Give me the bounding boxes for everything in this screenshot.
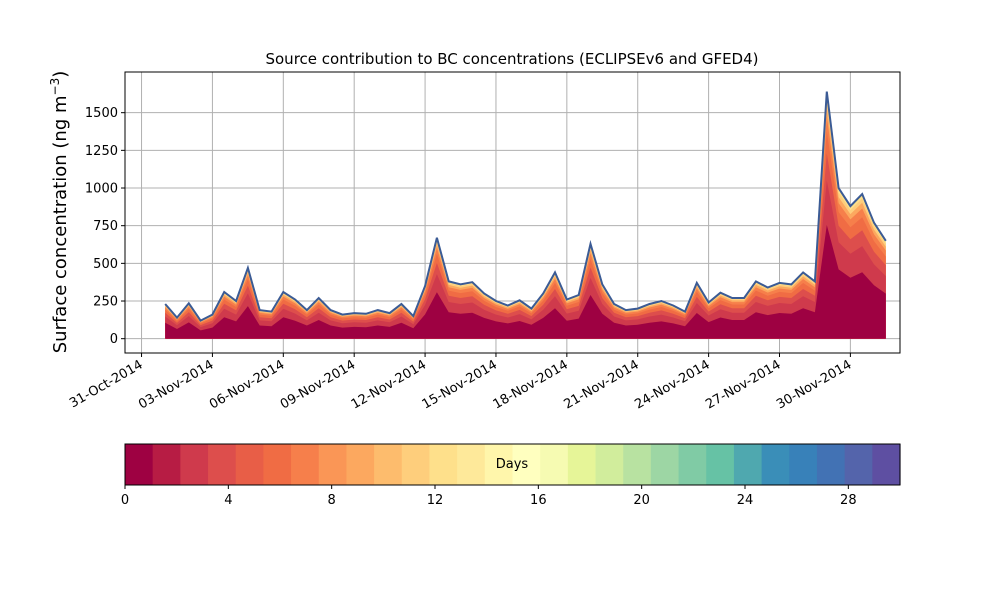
total-line (164, 91, 887, 322)
colorbar-segment (706, 444, 735, 485)
colorbar-tick-label: 24 (737, 493, 754, 508)
x-tick-label: 31-Oct-2014 (67, 357, 145, 411)
colorbar-segment (263, 444, 292, 485)
colorbar-segment (872, 444, 901, 485)
colorbar-label: Days (496, 457, 529, 472)
colorbar-segment (761, 444, 790, 485)
colorbar-tick-label: 28 (840, 493, 857, 508)
colorbar-segment (789, 444, 818, 485)
colorbar-segment (152, 444, 181, 485)
x-tick-label: 21-Nov-2014 (561, 357, 641, 412)
y-axis-label-main: Surface concentration (ng m (50, 95, 71, 353)
y-axis-label: Surface concentration (ng m−3) (48, 71, 71, 354)
colorbar-segment (318, 444, 348, 485)
y-tick-label: 1500 (85, 106, 118, 121)
colorbar-segment (374, 444, 403, 485)
colorbar-segment (540, 444, 569, 485)
stacked-area-layers (165, 91, 886, 339)
colorbar-tick-label: 0 (121, 493, 129, 508)
colorbar-segment (595, 444, 624, 485)
x-tick-label: 09-Nov-2014 (278, 357, 358, 412)
colorbar-segment (816, 444, 846, 485)
colorbar-segment (733, 444, 763, 485)
colorbar-segment (125, 444, 154, 485)
x-tick-label: 15-Nov-2014 (420, 357, 500, 412)
colorbar-segment (401, 444, 431, 485)
colorbar-segment (346, 444, 375, 485)
colorbar-segment (291, 444, 320, 485)
plot-frame (124, 71, 901, 354)
chart-title: Source contribution to BC concentrations… (265, 50, 758, 68)
y-tick-label: 0 (110, 332, 118, 347)
y-axis-ticks: 0 250 500 750 1000 1250 1500 (85, 106, 125, 347)
colorbar-segment (180, 444, 209, 485)
colorbar-segment (844, 444, 873, 485)
colorbar: 0 4 8 12 16 20 24 28 (121, 443, 901, 508)
colorbar-frame (124, 443, 901, 486)
colorbar-tick-label: 20 (633, 493, 650, 508)
x-tick-label: 18-Nov-2014 (491, 357, 571, 412)
y-tick-label: 1250 (85, 144, 118, 159)
area-layer-0 (165, 225, 886, 339)
colorbar-tick-label: 16 (530, 493, 547, 508)
x-axis-ticks: 31-Oct-201403-Nov-201406-Nov-201409-Nov-… (67, 353, 854, 412)
colorbar-segment (678, 444, 707, 485)
y-tick-label: 750 (93, 219, 118, 234)
y-axis-label-superscript: −3 (48, 78, 62, 96)
y-tick-label: 1000 (85, 182, 118, 197)
colorbar-segment (235, 444, 264, 485)
colorbar-tick-label: 8 (328, 493, 336, 508)
colorbar-tick-label: 4 (224, 493, 232, 508)
x-tick-label: 03-Nov-2014 (136, 357, 216, 412)
x-tick-label: 30-Nov-2014 (774, 357, 854, 412)
colorbar-segment (208, 444, 237, 485)
x-tick-label: 24-Nov-2014 (632, 357, 712, 412)
colorbar-segment (512, 444, 541, 485)
colorbar-segment (567, 444, 597, 485)
x-tick-label: 27-Nov-2014 (703, 357, 783, 412)
y-axis-label-close: ) (50, 71, 71, 78)
y-tick-label: 250 (93, 295, 118, 310)
total-series-line (164, 91, 887, 322)
x-tick-label: 12-Nov-2014 (349, 357, 429, 412)
colorbar-tick-label: 12 (427, 493, 444, 508)
colorbar-segment (429, 444, 458, 485)
y-tick-label: 500 (93, 257, 118, 272)
colorbar-segment (484, 444, 514, 485)
colorbar-segment (457, 444, 486, 485)
colorbar-segment (650, 444, 680, 485)
x-tick-label: 06-Nov-2014 (207, 357, 287, 412)
colorbar-segment (623, 444, 652, 485)
